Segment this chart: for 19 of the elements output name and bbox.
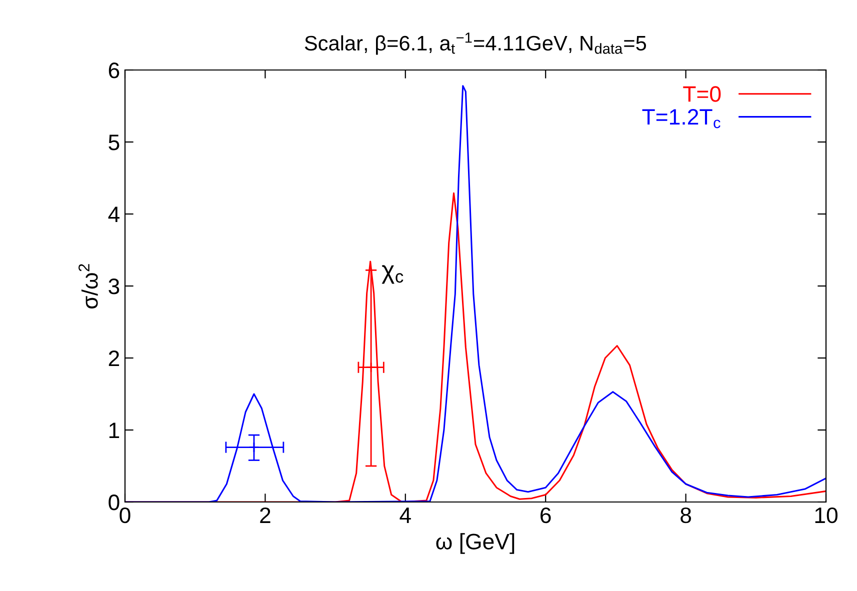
y-tick-label: 2 — [108, 350, 120, 366]
y-tick-label: 4 — [108, 206, 120, 222]
x-tick-label: 4 — [400, 508, 411, 523]
legend-label: T=1.2T$_{c}$ — [642, 109, 720, 128]
y-tick-label: 5 — [108, 134, 120, 150]
x-tick-label: 0 — [120, 507, 130, 524]
y-tick-label: 6 — [108, 62, 120, 78]
chart-title: Scalar, β=6.1, a$_{t}$$^{−1}$=4.11GeV, N$_{data}$=5 — [304, 32, 646, 55]
y-tick-label: 1 — [109, 422, 120, 438]
annotation: χ$_{c}$ — [382, 265, 404, 284]
x-tick-label: 10 — [815, 507, 838, 524]
legend-label: T=0 — [683, 86, 721, 102]
x-axis-title: ω [GeV] — [436, 533, 514, 554]
x-tick-label: 2 — [260, 507, 270, 523]
y-tick-label: 0 — [108, 494, 120, 510]
y-axis-title: σ/ω$^{2}$ — [78, 264, 98, 309]
y-tick-label: 3 — [108, 278, 120, 294]
x-tick-label: 8 — [680, 507, 692, 524]
x-tick-label: 6 — [540, 507, 551, 524]
